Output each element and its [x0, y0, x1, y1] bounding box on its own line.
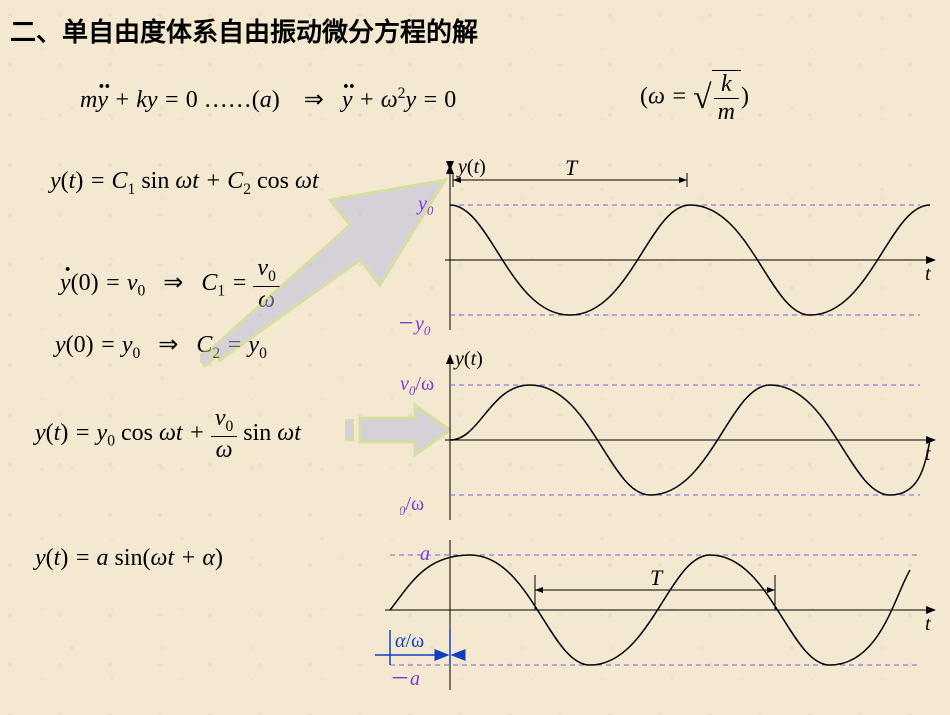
- label-minus-v0w: －v0/ω: [400, 493, 424, 518]
- graph-sine: y(t) t v0/ω －v0/ω: [400, 345, 945, 545]
- label-T1: T: [565, 155, 579, 180]
- label-T3: T: [650, 565, 664, 590]
- graph-sine-phase: T α/ω t a －a: [370, 535, 945, 715]
- label-yt1: y(t): [456, 156, 486, 178]
- eq-solution-expanded: y(t) = y0 cos ωt + v0ω sin ωt: [35, 405, 301, 464]
- label-t1: t: [925, 263, 931, 285]
- label-yt2: y(t): [453, 348, 483, 370]
- section-title: 二、单自由度体系自由振动微分方程的解: [10, 12, 478, 49]
- label-minus-y0: －y0: [400, 313, 431, 338]
- label-a: a: [420, 543, 430, 565]
- label-t2: t: [925, 443, 931, 465]
- label-t3: t: [925, 613, 931, 635]
- eq-ode: my + ky = 0 ……(a) ⇒ y + ω2y = 0: [80, 85, 456, 114]
- label-minus-a: －a: [390, 668, 420, 690]
- eq-solution-amplitude: y(t) = a sin(ωt + α): [35, 545, 223, 572]
- label-y0: y0: [416, 193, 434, 218]
- eq-omega-def: (ω = km): [640, 70, 749, 126]
- label-alpha-omega: α/ω: [395, 630, 424, 652]
- label-v0w: v0/ω: [400, 373, 434, 398]
- graph-cosine: T y(t) t y0 －y0: [400, 155, 945, 355]
